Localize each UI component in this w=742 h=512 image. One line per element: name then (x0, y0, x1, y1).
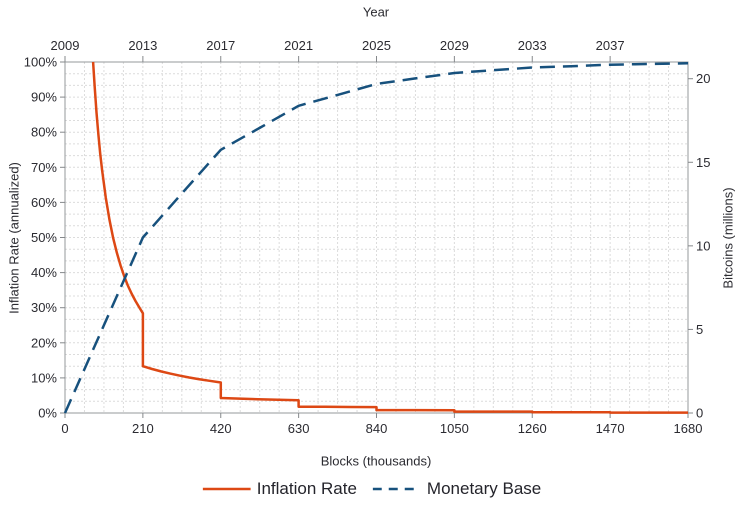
legend-item-monetary-base: Monetary Base (372, 479, 542, 499)
x-axis-tick-label: 1470 (596, 421, 625, 436)
inflation-rate-legend-line (202, 487, 251, 491)
left-axis-tick-label: 80% (31, 125, 57, 140)
monetary-base-line (63, 62, 689, 414)
left-axis-tick-label: 10% (31, 370, 57, 385)
right-axis-tick-label: 10 (696, 238, 710, 253)
right-axis-tick-label: 15 (696, 155, 710, 170)
legend-label-inflation-rate: Inflation Rate (256, 479, 357, 498)
x-axis-tick-label: 210 (132, 421, 154, 436)
x-axis-tick-label: 420 (210, 421, 232, 436)
left-axis-tick-label: 70% (31, 160, 57, 175)
top-axis-tick-label: 2029 (440, 38, 469, 53)
left-axis-title: Inflation Rate (annualized) (6, 162, 22, 314)
right-axis-tick-label: 5 (696, 322, 703, 337)
top-axis-title: Year (362, 4, 390, 20)
right-axis-tick-label: 20 (696, 71, 710, 86)
x-axis-tick-label: 630 (288, 421, 310, 436)
bottom-axis-title: Blocks (thousands) (320, 453, 432, 469)
top-axis-tick-label: 2025 (362, 38, 391, 53)
legend-label-monetary-base: Monetary Base (426, 479, 542, 498)
left-axis-tick-label: 0% (38, 406, 57, 421)
top-axis-tick-label: 2037 (596, 38, 625, 53)
legend-item-inflation-rate: Inflation Rate (202, 479, 357, 499)
inflation-rate-line (91, 61, 688, 414)
left-axis-tick-label: 30% (31, 300, 57, 315)
x-axis-tick-label: 1050 (440, 421, 469, 436)
left-axis-tick-label: 90% (31, 90, 57, 105)
x-axis-tick-label: 1260 (518, 421, 547, 436)
x-axis-tick-label: 1680 (674, 421, 703, 436)
legend: Inflation Rate Monetary Base (202, 479, 542, 499)
left-axis-tick-label: 50% (31, 230, 57, 245)
top-axis-tick-label: 2017 (206, 38, 235, 53)
x-axis-tick-label: 0 (61, 421, 68, 436)
top-axis-tick-label: 2021 (284, 38, 313, 53)
left-axis-tick-label: 100% (24, 55, 58, 70)
top-axis-tick-label: 2033 (518, 38, 547, 53)
left-axis-tick-label: 20% (31, 335, 57, 350)
left-axis-tick-label: 60% (31, 195, 57, 210)
monetary-base-legend-line (372, 487, 421, 491)
x-axis-tick-label: 840 (366, 421, 388, 436)
top-axis-tick-label: 2009 (51, 38, 80, 53)
left-axis-tick-label: 40% (31, 265, 57, 280)
top-axis-tick-label: 2013 (128, 38, 157, 53)
right-axis-title: Bitcoins (millions) (720, 187, 736, 289)
right-axis-tick-label: 0 (696, 406, 703, 421)
